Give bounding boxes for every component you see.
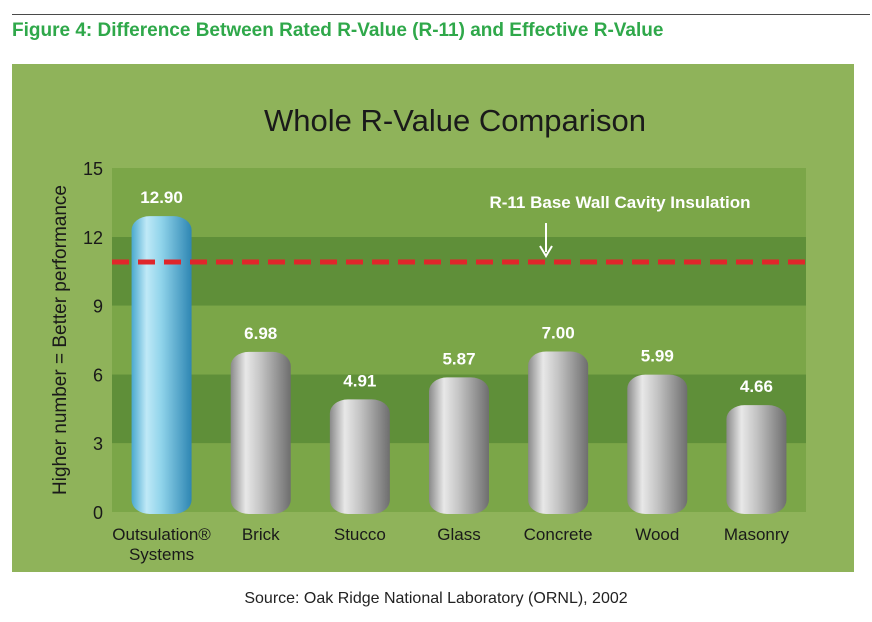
bar-value-label: 4.66 [740, 377, 773, 396]
x-tick-label: Masonry [724, 525, 790, 544]
bar [230, 351, 291, 514]
x-tick-label: Wood [635, 525, 679, 544]
chart-title: Whole R-Value Comparison [264, 103, 646, 138]
x-tick-label: Glass [437, 525, 480, 544]
bar-value-label: 6.98 [244, 324, 277, 343]
figure-title: Figure 4: Difference Between Rated R-Val… [12, 20, 664, 41]
y-tick-label: 9 [93, 297, 103, 317]
bar-value-label: 7.00 [542, 323, 575, 342]
y-tick-label: 15 [83, 159, 103, 179]
bar [528, 351, 589, 514]
x-tick-label: Concrete [524, 525, 593, 544]
bar [429, 377, 489, 514]
y-axis-label: Higher number = Better performance [50, 185, 71, 495]
y-tick-label: 0 [93, 503, 103, 523]
bar-value-label: 5.87 [442, 349, 475, 368]
x-tick-label: Outsulation® Systems [112, 525, 211, 564]
x-tick-label: Stucco [334, 525, 386, 544]
y-tick-label: 3 [93, 434, 103, 454]
grid-band [112, 305, 806, 375]
reference-arrow-head [539, 245, 553, 258]
grid-band [112, 236, 806, 306]
bar-value-label: 5.99 [641, 347, 674, 366]
y-tick-label: 6 [93, 365, 103, 385]
reference-line-label: R-11 Base Wall Cavity Insulation [489, 193, 750, 212]
bar [726, 405, 787, 514]
bar-value-label: 12.90 [140, 188, 183, 207]
bar [627, 374, 688, 514]
x-tick-label: Brick [242, 525, 280, 544]
source-note: Source: Oak Ridge National Laboratory (O… [244, 590, 628, 607]
bar-value-label: 4.91 [343, 371, 376, 390]
top-rule [12, 14, 870, 15]
y-tick-label: 12 [83, 228, 103, 248]
bar [329, 399, 390, 514]
bar [131, 216, 192, 514]
grid-band [112, 168, 806, 237]
